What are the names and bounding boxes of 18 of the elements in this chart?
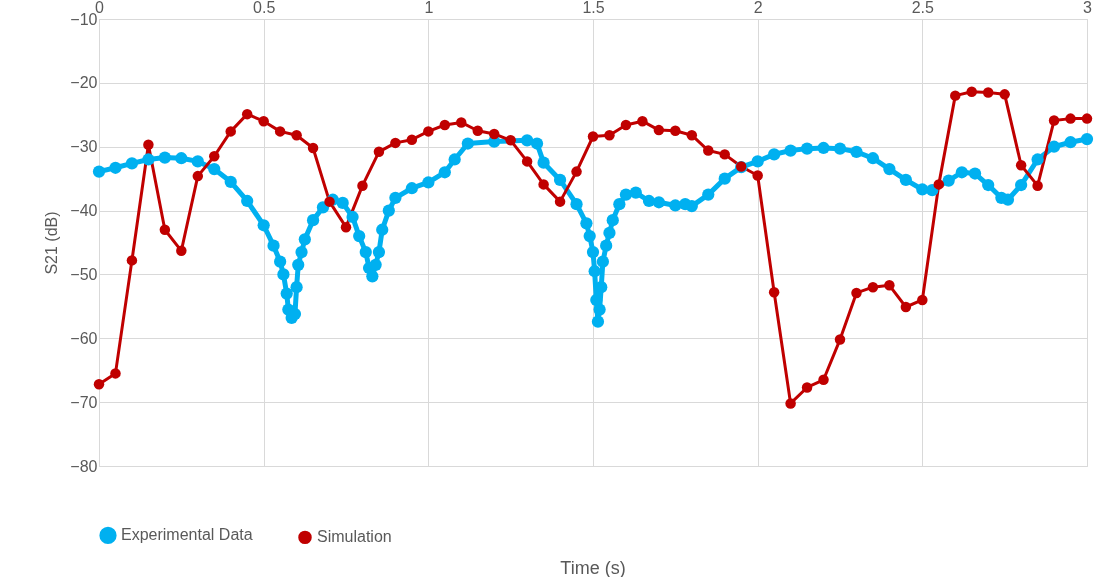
- y-tick-label: −60: [70, 329, 98, 347]
- legend-label: Experimental Data: [121, 526, 253, 544]
- x-tick-label: 1.5: [582, 0, 605, 16]
- x-tick-label: 1: [424, 0, 434, 16]
- y-tick-label: −30: [70, 138, 98, 156]
- y-tick-label: −70: [70, 393, 98, 411]
- x-tick-label: 0.5: [253, 0, 276, 16]
- legend-label: Simulation: [317, 528, 392, 546]
- y-tick-label: −20: [70, 74, 98, 92]
- x-tick-label: 3: [1083, 0, 1093, 16]
- y-tick-label: −50: [70, 265, 98, 283]
- y-axis-title: S21 (dB): [43, 211, 61, 275]
- x-axis-title: Time (s): [560, 558, 626, 577]
- x-tick-label: 2: [753, 0, 763, 16]
- y-tick-label: −40: [70, 202, 98, 220]
- x-tick-label: 0: [95, 0, 105, 16]
- x-tick-label: 2.5: [911, 0, 935, 16]
- y-tick-label: −80: [70, 457, 98, 475]
